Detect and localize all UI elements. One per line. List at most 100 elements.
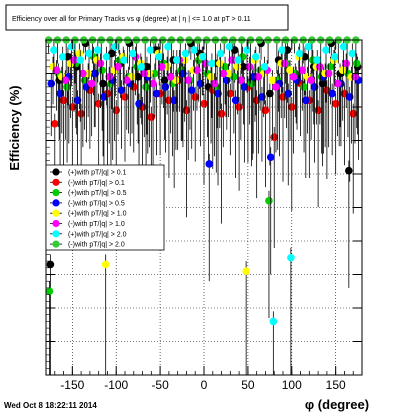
data-point xyxy=(100,93,108,101)
grid xyxy=(46,40,362,375)
data-point xyxy=(46,260,55,269)
data-point xyxy=(245,63,254,71)
x-tick-label-6: 150 xyxy=(326,378,346,392)
data-point xyxy=(216,49,225,58)
data-point xyxy=(99,79,107,88)
data-point xyxy=(142,83,150,91)
data-point xyxy=(75,49,84,58)
data-point xyxy=(351,73,359,81)
data-point xyxy=(155,52,164,61)
data-point xyxy=(58,52,67,61)
data-point xyxy=(145,69,154,78)
data-point xyxy=(254,73,263,81)
data-point xyxy=(286,66,294,74)
series-4 xyxy=(49,43,356,375)
data-point xyxy=(342,59,351,68)
data-point xyxy=(67,42,76,51)
data-point xyxy=(114,63,122,71)
data-point xyxy=(352,59,361,68)
data-point xyxy=(272,83,280,91)
data-point xyxy=(269,317,278,326)
data-point xyxy=(140,69,149,78)
x-tick-label-1: -100 xyxy=(104,378,128,392)
data-point xyxy=(50,119,59,128)
data-point xyxy=(172,56,181,64)
data-point xyxy=(152,89,161,98)
data-point xyxy=(50,46,58,54)
legend-entry-4: (+)with pT/|q| > 1.0 xyxy=(68,211,127,218)
data-point xyxy=(219,69,228,78)
data-point xyxy=(205,160,214,168)
data-point xyxy=(331,99,340,108)
data-point xyxy=(112,106,121,115)
data-point xyxy=(316,63,324,71)
data-point xyxy=(59,96,68,105)
data-point xyxy=(164,42,172,51)
data-point xyxy=(207,73,215,81)
legend-marker-4 xyxy=(52,209,60,217)
x-axis-label: φ (degree) xyxy=(305,397,369,412)
data-point xyxy=(193,66,201,74)
data-point xyxy=(302,96,310,105)
x-tick-label-2: -50 xyxy=(151,378,169,392)
data-point xyxy=(182,106,191,115)
data-point xyxy=(287,103,296,111)
data-point xyxy=(217,109,226,118)
data-point xyxy=(240,83,249,91)
y-axis-label: Efficiency (%) xyxy=(7,85,22,170)
data-point xyxy=(68,103,77,111)
data-point xyxy=(234,56,243,64)
data-point xyxy=(233,63,242,71)
data-point xyxy=(147,113,156,121)
data-point xyxy=(243,46,251,54)
data-point xyxy=(225,42,234,51)
data-point xyxy=(191,93,200,101)
legend: (+)with pT/|q| > 0.1 (-)with pT/|q| > 0.1… xyxy=(45,164,165,251)
data-point xyxy=(326,63,335,71)
data-point xyxy=(322,46,330,54)
data-point xyxy=(181,49,190,58)
legend-marker-0 xyxy=(52,168,60,176)
legend-entry-2: (+)with pT/|q| > 0.5 xyxy=(68,190,127,197)
data-point xyxy=(102,52,111,61)
data-point xyxy=(265,197,273,205)
data-point xyxy=(47,79,56,88)
data-point xyxy=(304,42,313,51)
data-point xyxy=(45,287,54,296)
data-point xyxy=(200,99,208,108)
data-point xyxy=(98,66,106,74)
data-point xyxy=(261,106,270,115)
data-point xyxy=(226,89,235,98)
data-point xyxy=(216,59,224,68)
data-point xyxy=(111,42,120,51)
data-point xyxy=(134,73,142,81)
data-point xyxy=(208,59,216,68)
data-point xyxy=(242,267,250,275)
legend-entry-3: (-)with pT/|q| > 0.5 xyxy=(68,200,125,207)
data-point xyxy=(163,63,171,71)
data-point xyxy=(117,86,126,95)
data-point xyxy=(158,63,166,71)
series-6 xyxy=(50,40,357,375)
legend-entry-0: (+)with pT/|q| > 0.1 xyxy=(68,170,127,177)
data-point xyxy=(338,66,347,74)
data-point xyxy=(280,59,289,68)
data-point xyxy=(287,253,295,262)
data-point xyxy=(295,49,304,58)
data-point xyxy=(228,56,236,64)
data-point xyxy=(328,89,336,98)
data-point xyxy=(298,66,307,74)
legend-marker-6 xyxy=(52,230,60,238)
data-point xyxy=(237,76,245,84)
data-point xyxy=(121,93,129,101)
data-point xyxy=(129,49,137,58)
data-point xyxy=(251,52,260,61)
data-point xyxy=(300,83,308,91)
legend-entry-1: (-)with pT/|q| > 0.1 xyxy=(68,180,125,187)
data-point xyxy=(247,79,256,88)
data-point xyxy=(149,79,157,88)
x-tick-label-4: 50 xyxy=(241,378,255,392)
data-point xyxy=(333,79,342,88)
data-point xyxy=(61,76,70,84)
